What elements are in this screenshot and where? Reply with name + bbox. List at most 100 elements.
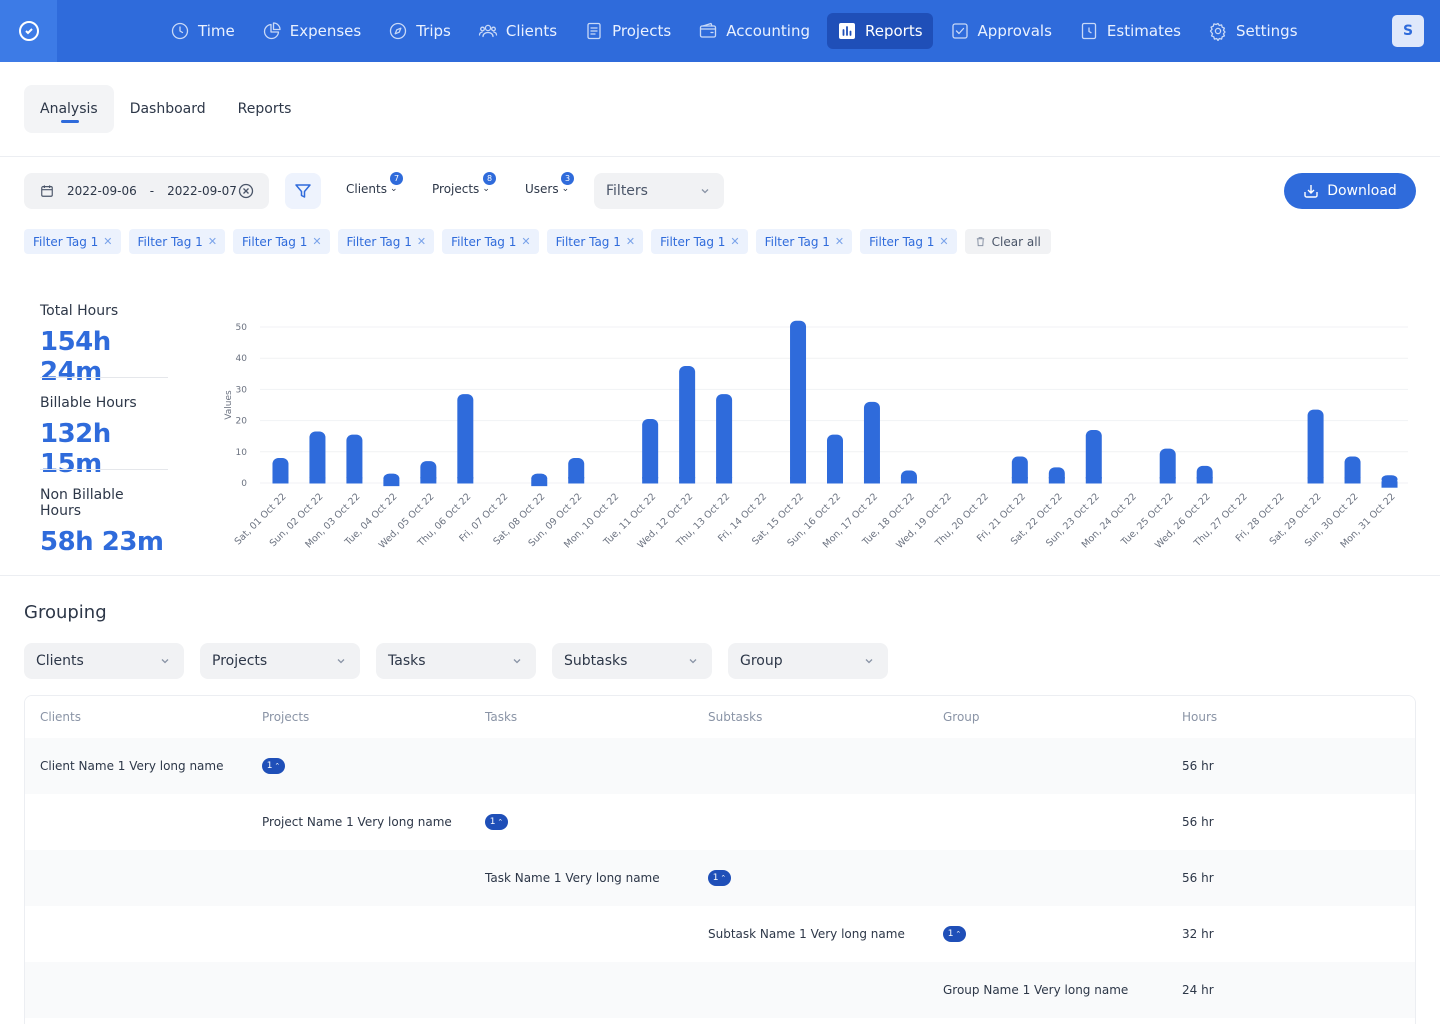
nav-item-approvals[interactable]: Approvals <box>940 13 1062 49</box>
tab-reports[interactable]: Reports <box>237 101 292 117</box>
column-header-hours[interactable]: Hours <box>1182 710 1218 724</box>
chart-bar[interactable] <box>827 434 843 484</box>
nav-item-label: Settings <box>1236 22 1298 40</box>
chevron-down-icon <box>337 659 345 664</box>
chart-bar-base <box>309 477 326 484</box>
grouping-table: Clients Projects Tasks Subtasks Group Hours C… <box>24 695 1416 1024</box>
chart-bar[interactable] <box>790 320 807 484</box>
table-row[interactable]: Client Name 1 Very long name 1 ⌃ 56 hr <box>25 738 1415 794</box>
nav-item-clients[interactable]: Clients <box>468 13 567 49</box>
grouping-select-label: Projects <box>212 653 268 669</box>
remove-tag-icon[interactable]: ✕ <box>730 235 740 248</box>
top-navigation: Time Expenses Trips Clients Projects Accounti… <box>0 0 1440 62</box>
chart-bar-base <box>1085 477 1102 484</box>
chart-bar-base <box>1011 477 1028 484</box>
wallet-icon <box>700 22 717 38</box>
clear-all-button[interactable]: Clear all <box>964 229 1051 254</box>
chart-bar[interactable] <box>1085 429 1102 484</box>
table-row[interactable]: Group Name 1 Very long name 24 hr <box>25 962 1415 1018</box>
remove-tag-icon[interactable]: ✕ <box>416 235 427 248</box>
nav-item-label: Estimates <box>1106 22 1181 40</box>
grouping-select-tasks[interactable]: Tasks <box>376 643 536 679</box>
grouping-select-clients[interactable]: Clients <box>24 643 184 679</box>
date-range-picker[interactable]: 2022-09-06 - 2022-09-07 <box>24 173 269 209</box>
non-billable-hours-stat: Non Billable Hours 58h 23m <box>40 487 168 557</box>
avatar[interactable]: S <box>1392 15 1424 47</box>
filters-select[interactable]: Filters <box>594 173 724 209</box>
grouping-select-projects[interactable]: Projects <box>200 643 360 679</box>
users-dropdown-label: Users <box>525 182 559 196</box>
table-row[interactable]: Task Name 1 Very long name 1 ⌃ 56 hr <box>25 850 1415 906</box>
chart-bar-base <box>272 477 289 484</box>
divider <box>40 377 168 378</box>
remove-tag-icon[interactable]: ✕ <box>312 235 322 248</box>
chart-bar[interactable] <box>679 366 696 484</box>
column-header-group[interactable]: Group <box>943 710 980 724</box>
count-label: 1 <box>712 873 719 883</box>
nav-item-accounting[interactable]: Accounting <box>688 13 820 49</box>
chart-bar[interactable] <box>716 394 733 484</box>
remove-tag-icon[interactable]: ✕ <box>207 235 218 248</box>
trash-icon <box>976 237 984 247</box>
chart-bar[interactable] <box>346 434 363 484</box>
column-header-subtasks[interactable]: Subtasks <box>708 710 763 724</box>
table-header: Clients Projects Tasks Subtasks Group Hours <box>25 696 1415 738</box>
filter-tag: Filter Tag 1 ✕ <box>128 229 226 254</box>
nav-item-label: Approvals <box>977 22 1052 40</box>
expand-count-button[interactable]: 1 ⌃ <box>485 814 508 830</box>
chart-bar-base <box>900 477 917 484</box>
grouping-select-subtasks[interactable]: Subtasks <box>552 643 712 679</box>
table-row[interactable]: Subtask Name 1 Very long name 1 ⌃ 32 hr <box>25 906 1415 962</box>
filter-tag: Filter Tag 1 ✕ <box>546 229 644 254</box>
chart-bar[interactable] <box>863 401 880 484</box>
column-header-tasks[interactable]: Tasks <box>485 710 518 724</box>
remove-tag-icon[interactable]: ✕ <box>625 235 636 248</box>
grouping-select-group[interactable]: Group <box>728 643 888 679</box>
clear-date-icon[interactable] <box>238 183 254 199</box>
chart-bar[interactable] <box>309 431 326 484</box>
chart-bar[interactable] <box>1307 409 1324 484</box>
nav-item-label: Time <box>198 22 235 40</box>
chart-bar[interactable] <box>642 419 659 484</box>
chart-bar[interactable] <box>1011 456 1028 484</box>
expand-count-button[interactable]: 1 ⌃ <box>943 926 966 942</box>
remove-tag-icon[interactable]: ✕ <box>521 235 531 248</box>
expand-count-button[interactable]: 1 ⌃ <box>708 870 731 886</box>
nav-item-time[interactable]: Time <box>160 13 245 49</box>
projects-dropdown-label: Projects <box>432 182 480 196</box>
nav-item-expenses[interactable]: Expenses <box>252 13 371 49</box>
remove-tag-icon[interactable]: ✕ <box>834 235 845 248</box>
nav-item-estimates[interactable]: Estimates <box>1069 13 1191 49</box>
chart-bar[interactable] <box>457 394 474 484</box>
expand-count-button[interactable]: 1 ⌃ <box>262 758 285 774</box>
remove-tag-icon[interactable]: ✕ <box>103 235 113 248</box>
nav-item-projects[interactable]: Projects <box>574 13 681 49</box>
chart-bar[interactable] <box>1159 448 1176 484</box>
download-button[interactable]: Download <box>1284 173 1416 209</box>
column-header-projects[interactable]: Projects <box>262 710 310 724</box>
chevron-up-icon: ⌃ <box>274 762 281 770</box>
nav-item-reports[interactable]: Reports <box>827 13 933 49</box>
nav-item-trips[interactable]: Trips <box>378 13 461 49</box>
projects-dropdown[interactable]: Projects ⌄ 8 <box>432 172 496 196</box>
download-icon <box>1304 185 1318 198</box>
clients-dropdown[interactable]: Clients ⌄ 7 <box>346 172 403 196</box>
nav-item-label: Trips <box>416 22 451 40</box>
table-row[interactable]: Project Name 1 Very long name 1 ⌃ 56 hr <box>25 794 1415 850</box>
nav-item-label: Reports <box>865 22 923 40</box>
users-dropdown[interactable]: Users ⌄ 3 <box>525 172 574 196</box>
nav-item-label: Accounting <box>726 22 810 40</box>
date-from: 2022-09-06 <box>67 184 137 198</box>
nav-item-settings[interactable]: Settings <box>1198 13 1308 49</box>
chart-bar[interactable] <box>1344 456 1361 484</box>
chevron-down-icon: ⌄ <box>390 184 398 194</box>
tab-dashboard[interactable]: Dashboard <box>129 101 206 117</box>
chart-bar-base <box>420 477 437 484</box>
chart-bar-base <box>790 477 807 484</box>
tab-analysis[interactable]: Analysis <box>24 85 114 133</box>
remove-tag-icon[interactable]: ✕ <box>939 235 949 248</box>
app-logo[interactable] <box>0 0 57 62</box>
filter-button[interactable] <box>285 173 321 209</box>
column-header-clients[interactable]: Clients <box>40 710 81 724</box>
